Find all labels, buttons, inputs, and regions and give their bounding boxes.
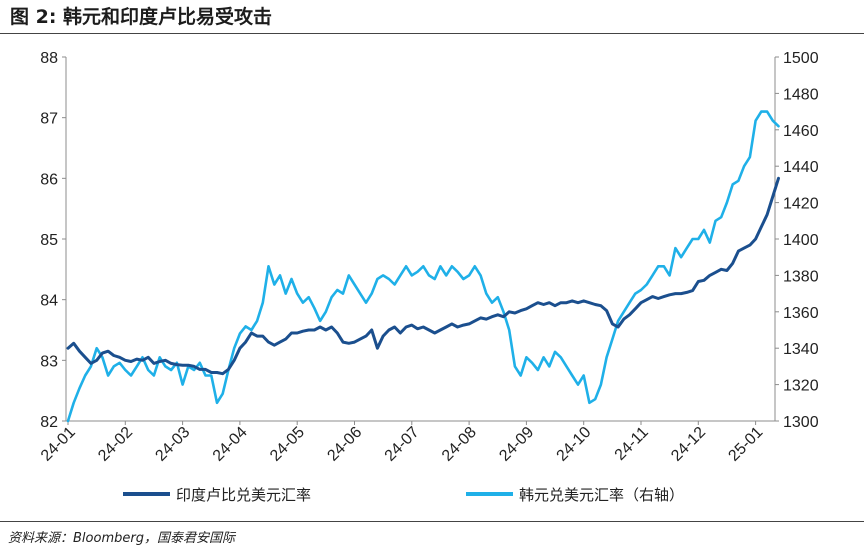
x-tick-label: 24-10 <box>554 424 595 465</box>
left-tick-label: 88 <box>40 50 58 67</box>
right-tick-label: 1480 <box>783 86 819 103</box>
bottom-divider <box>0 521 864 522</box>
left-tick-label: 85 <box>40 232 58 249</box>
top-divider <box>0 33 864 34</box>
left-tick-label: 86 <box>40 171 58 188</box>
right-tick-label: 1500 <box>783 50 819 67</box>
series-line-krw <box>66 110 780 423</box>
x-tick-label: 24-05 <box>267 424 308 465</box>
x-tick-label: 25-01 <box>725 424 766 465</box>
right-axis-ticks: 1300 1320 1340 1360 1380 1400 1420 1440 1460 1480… <box>775 50 819 431</box>
x-tick-label: 24-12 <box>668 424 709 465</box>
right-tick-label: 1420 <box>783 196 819 213</box>
x-tick-label: 24-07 <box>382 424 423 465</box>
right-tick-label: 1400 <box>783 232 819 249</box>
right-tick-label: 1460 <box>783 123 819 140</box>
left-tick-label: 84 <box>40 293 58 310</box>
right-tick-label: 1440 <box>783 159 819 176</box>
left-tick-label: 83 <box>40 353 58 370</box>
right-tick-label: 1300 <box>783 414 819 431</box>
right-tick-label: 1320 <box>783 378 819 395</box>
x-tick-label: 24-11 <box>612 424 652 464</box>
left-tick-label: 82 <box>40 414 58 431</box>
legend-label-inr: 印度卢比兑美元汇率 <box>176 486 311 504</box>
x-tick-label: 24-08 <box>439 424 480 465</box>
x-tick-label: 24-04 <box>210 424 251 465</box>
legend-label-krw: 韩元兑美元汇率（右轴） <box>519 486 684 504</box>
x-tick-label: 24-02 <box>95 424 136 465</box>
x-axis-ticks: 24-01 24-02 24-03 24-04 24-05 24-06 24-07 24-08… <box>38 421 767 465</box>
left-axis-ticks: 82 83 84 85 86 87 88 <box>40 50 66 431</box>
chart-legend: 印度卢比兑美元汇率 韩元兑美元汇率（右轴） <box>123 486 684 504</box>
x-tick-label: 24-09 <box>496 424 537 465</box>
right-tick-label: 1380 <box>783 268 819 285</box>
x-tick-label: 24-06 <box>324 424 365 465</box>
right-tick-label: 1360 <box>783 305 819 322</box>
right-tick-label: 1340 <box>783 341 819 358</box>
series-lines <box>66 110 780 423</box>
left-tick-label: 87 <box>40 111 58 128</box>
source-note: 资料来源：Bloomberg，国泰君安国际 <box>8 531 235 546</box>
series-line-inr <box>66 176 780 376</box>
x-tick-label: 24-03 <box>152 424 193 465</box>
figure-title: 图 2: 韩元和印度卢比易受攻击 <box>10 6 273 28</box>
